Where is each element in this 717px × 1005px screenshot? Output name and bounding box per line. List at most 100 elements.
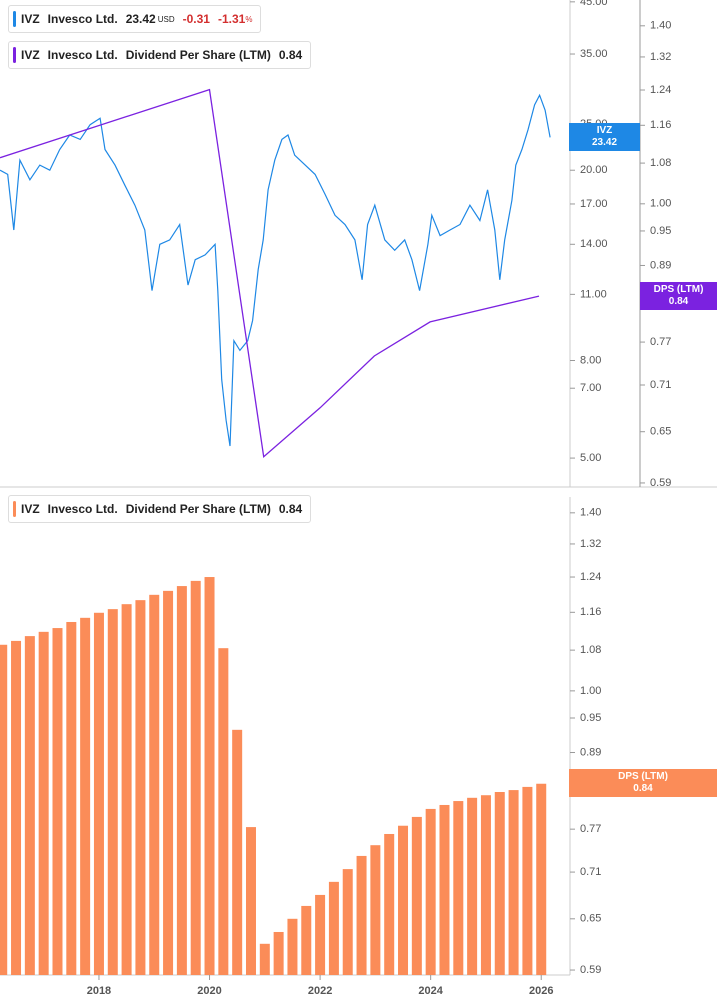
legend-swatch xyxy=(13,11,16,27)
y-tick-label: 0.71 xyxy=(650,379,671,391)
y-tick-label: 1.24 xyxy=(650,84,671,96)
x-tick-label: 2022 xyxy=(308,985,332,997)
tag-value: 23.42 xyxy=(591,137,618,149)
ticker: IVZ xyxy=(21,502,40,516)
metric: Dividend Per Share (LTM) xyxy=(125,48,271,62)
change: -0.31 xyxy=(182,12,210,26)
bar xyxy=(536,783,547,975)
y-tick-label: 0.95 xyxy=(650,225,671,237)
y-tick-label: 1.00 xyxy=(650,198,671,210)
bar xyxy=(66,621,77,975)
bar xyxy=(522,786,533,975)
last-value: 0.84 xyxy=(278,48,303,62)
y-tick-label: 14.00 xyxy=(580,238,608,250)
dps-tag: DPS (LTM) 0.84 xyxy=(569,769,717,798)
tag-label: DPS (LTM) xyxy=(618,771,668,783)
bar xyxy=(190,580,201,975)
bar xyxy=(411,816,422,975)
bar xyxy=(480,795,491,975)
y-tick-label: 17.00 xyxy=(580,198,608,210)
tag-value: 0.84 xyxy=(633,783,653,795)
bar xyxy=(149,594,160,975)
tag-value: 0.84 xyxy=(668,296,689,308)
y-tick-label: 0.65 xyxy=(650,426,671,438)
y-tick-label: 0.77 xyxy=(650,336,671,348)
tag-label: IVZ xyxy=(596,125,613,137)
y-tick-label: 0.59 xyxy=(650,477,671,489)
y-tick-label: 1.08 xyxy=(650,157,671,169)
y-tick-label: 1.16 xyxy=(580,606,601,618)
tag-label: DPS (LTM) xyxy=(653,284,704,296)
bar xyxy=(80,617,91,975)
legend: IVZ Invesco Ltd. 23.42 USD -0.31 -1.31 % xyxy=(8,5,262,33)
y-tick-label: 0.71 xyxy=(580,866,601,878)
line-series xyxy=(0,88,540,458)
last-price: 23.42 xyxy=(125,12,156,26)
y-tick-label: 0.59 xyxy=(580,964,601,976)
y-tick-label: 35.00 xyxy=(580,48,608,60)
bar xyxy=(384,833,395,975)
dps-tag: DPS (LTM) 0.84 xyxy=(640,282,717,311)
legend: IVZ Invesco Ltd. Dividend Per Share (LTM… xyxy=(8,495,312,523)
bar xyxy=(163,590,174,975)
last-value: 0.84 xyxy=(278,502,303,516)
bar xyxy=(287,918,298,975)
company: Invesco Ltd. xyxy=(47,502,118,516)
x-tick-label: 2020 xyxy=(197,985,221,997)
bar xyxy=(508,790,519,975)
ticker: IVZ xyxy=(21,12,40,26)
bar xyxy=(453,801,464,975)
y-tick-label: 1.32 xyxy=(650,51,671,63)
y-tick-label: 11.00 xyxy=(580,288,607,300)
bar xyxy=(245,827,256,975)
legend-swatch xyxy=(13,47,16,63)
y-tick-label: 1.00 xyxy=(580,685,601,697)
bar xyxy=(135,600,146,975)
bar xyxy=(425,808,436,975)
y-tick-label: 7.00 xyxy=(580,382,601,394)
y-tick-label: 1.40 xyxy=(580,507,601,519)
y-tick-label: 1.24 xyxy=(580,571,601,583)
bar xyxy=(467,797,478,975)
change-pct: -1.31 xyxy=(217,12,246,26)
y-tick-label: 0.95 xyxy=(580,712,601,724)
y-tick-label: 0.65 xyxy=(580,913,601,925)
y-tick-label: 1.32 xyxy=(580,538,601,550)
legend: IVZ Invesco Ltd. Dividend Per Share (LTM… xyxy=(8,41,312,69)
currency: USD xyxy=(157,14,175,24)
line-series xyxy=(0,93,551,447)
pct-sign: % xyxy=(245,14,253,24)
bar xyxy=(232,729,243,975)
x-tick-label: 2026 xyxy=(529,985,553,997)
bar xyxy=(218,648,229,975)
bar xyxy=(273,931,284,975)
x-tick-label: 2018 xyxy=(87,985,111,997)
bar xyxy=(38,631,49,975)
y-tick-label: 0.89 xyxy=(580,746,601,758)
bar xyxy=(11,640,22,975)
y-tick-label: 1.16 xyxy=(650,119,671,131)
bar xyxy=(439,804,450,975)
bar xyxy=(107,609,118,975)
bar xyxy=(121,604,132,975)
bar xyxy=(176,586,187,975)
bar xyxy=(398,825,409,975)
y-tick-label: 0.89 xyxy=(650,259,671,271)
bar xyxy=(342,869,353,975)
legend-swatch xyxy=(13,501,16,517)
bar xyxy=(93,612,104,975)
y-tick-label: 45.00 xyxy=(580,0,608,8)
bar xyxy=(356,855,367,975)
ticker: IVZ xyxy=(21,48,40,62)
bar xyxy=(259,943,270,975)
company: Invesco Ltd. xyxy=(47,48,118,62)
y-tick-label: 5.00 xyxy=(580,452,601,464)
price-tag: IVZ 23.42 xyxy=(569,123,640,152)
y-tick-label: 1.08 xyxy=(580,644,601,656)
bar xyxy=(0,644,8,975)
bar xyxy=(24,636,35,975)
bar xyxy=(204,577,215,975)
y-tick-label: 20.00 xyxy=(580,164,608,176)
